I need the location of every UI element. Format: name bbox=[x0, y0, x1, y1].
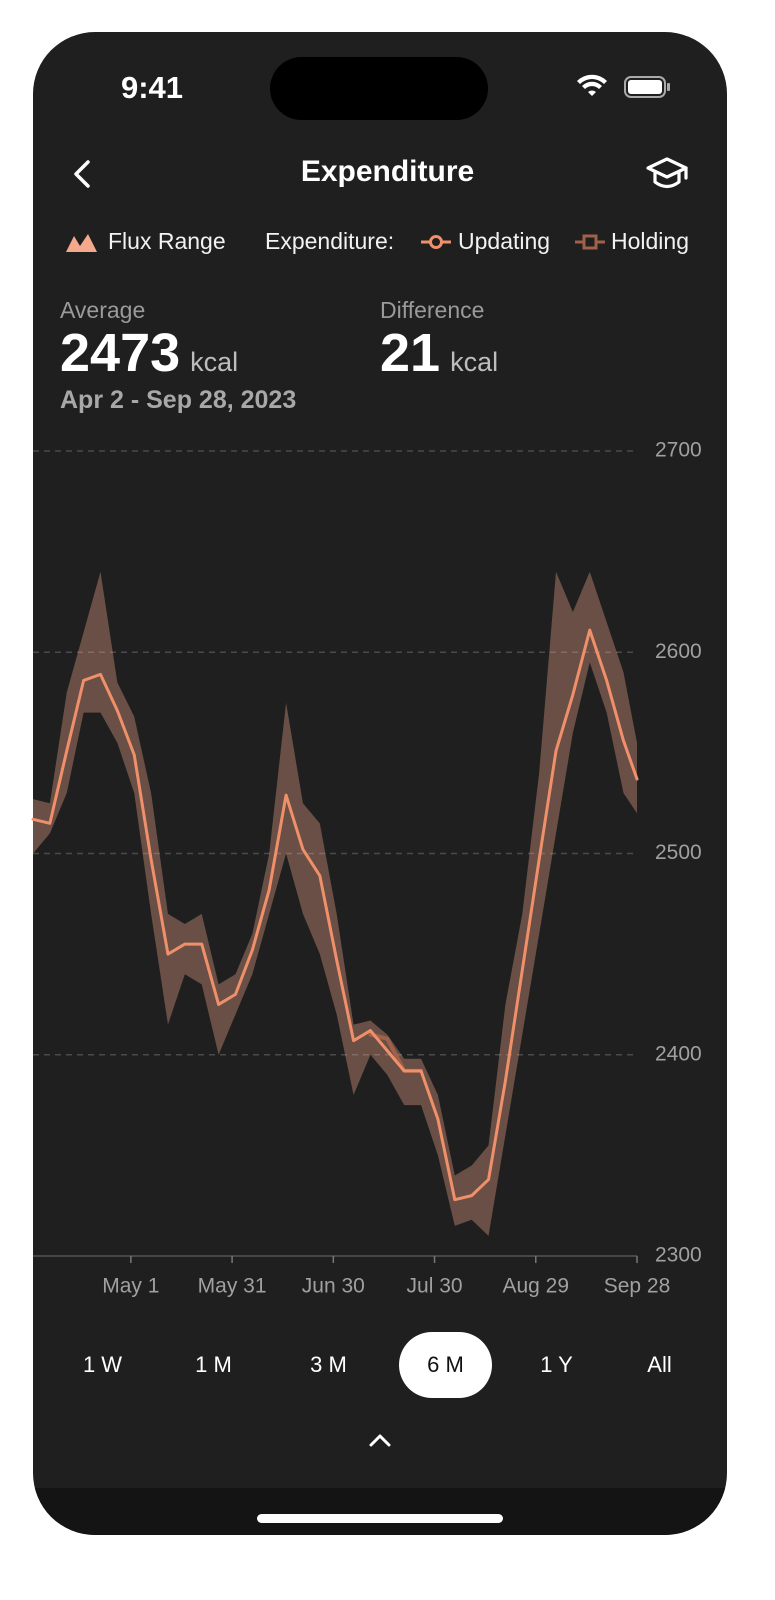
phone-screen bbox=[33, 32, 727, 1535]
bottom-band bbox=[33, 1488, 727, 1535]
expand-button[interactable] bbox=[366, 1430, 394, 1450]
legend-line-icon bbox=[421, 235, 451, 249]
date-range: Apr 2 - Sep 28, 2023 bbox=[60, 386, 297, 414]
y-tick-label: 2400 bbox=[655, 1042, 702, 1065]
range-button[interactable]: 3 M bbox=[310, 1352, 347, 1377]
stat-label: Average bbox=[60, 297, 146, 323]
x-tick-label: Jul 30 bbox=[407, 1275, 463, 1298]
legend-label: Updating bbox=[458, 228, 551, 254]
flux-band bbox=[33, 571, 637, 1236]
stat: 21 kcal bbox=[380, 322, 498, 384]
y-tick-label: 2600 bbox=[655, 640, 702, 663]
x-tick-label: Jun 30 bbox=[302, 1275, 365, 1298]
y-tick-label: 2700 bbox=[655, 439, 702, 462]
range-button[interactable]: 1 Y bbox=[540, 1352, 573, 1377]
stat: 2473 kcal bbox=[60, 322, 238, 384]
range-button[interactable]: All bbox=[647, 1352, 672, 1377]
legend-line-icon bbox=[575, 234, 605, 250]
status-time: 9:41 bbox=[120, 70, 184, 105]
x-tick-label: May 1 bbox=[102, 1275, 159, 1298]
screen-title: Expenditure bbox=[300, 155, 475, 188]
range-button[interactable]: 6 M bbox=[399, 1332, 492, 1398]
status-icons bbox=[577, 74, 670, 98]
series-line bbox=[31, 628, 639, 1202]
x-tick-label: Sep 28 bbox=[604, 1275, 671, 1298]
range-button[interactable]: 1 M bbox=[195, 1352, 232, 1377]
stat-unit: kcal bbox=[190, 347, 239, 377]
x-tick-label: Aug 29 bbox=[502, 1275, 569, 1298]
range-button[interactable]: 1 W bbox=[82, 1352, 123, 1377]
stat-value: 21 bbox=[380, 323, 441, 383]
back-button[interactable] bbox=[68, 158, 98, 190]
chart: 2300 2400 2500 2600 2700 May 1 May 31 Jun 30 Jul… bbox=[31, 439, 702, 1298]
stat-unit: kcal bbox=[450, 347, 499, 377]
stat-value: 2473 bbox=[60, 323, 181, 383]
y-tick-label: 2300 bbox=[655, 1244, 702, 1267]
legend-label: Holding bbox=[611, 228, 689, 254]
home-indicator bbox=[257, 1514, 503, 1523]
dynamic-island bbox=[270, 57, 488, 120]
legend-title: Expenditure: bbox=[265, 228, 395, 254]
learn-button[interactable] bbox=[645, 155, 691, 195]
stat-label: Difference bbox=[380, 297, 485, 323]
legend-band-icon bbox=[66, 234, 97, 252]
y-tick-label: 2500 bbox=[655, 841, 702, 864]
legend-label: Flux Range bbox=[108, 228, 226, 254]
x-tick-label: May 31 bbox=[198, 1275, 267, 1298]
